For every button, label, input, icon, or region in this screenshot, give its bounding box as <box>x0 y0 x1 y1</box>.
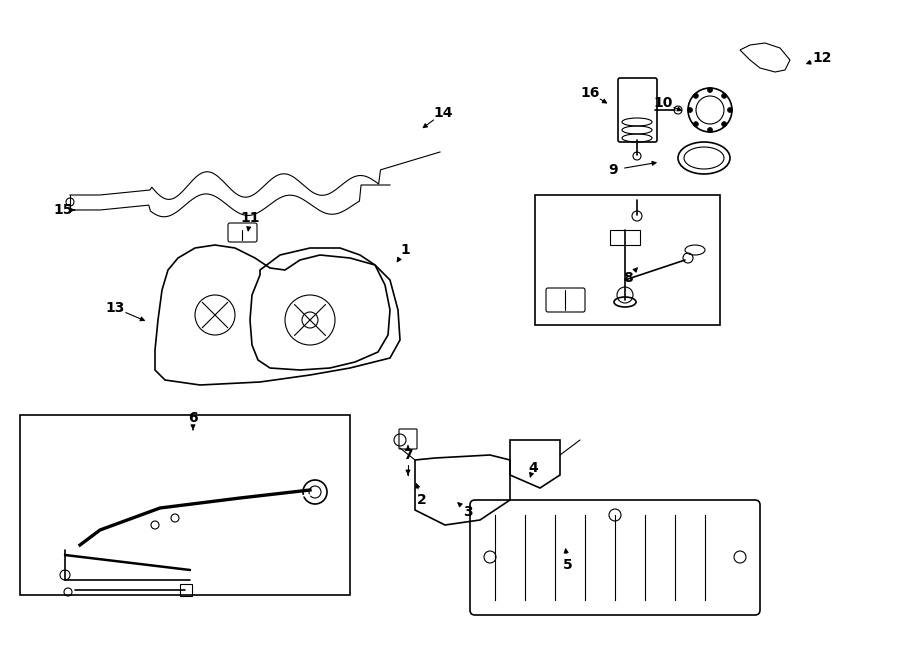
Circle shape <box>688 108 692 112</box>
Text: 1: 1 <box>400 243 410 257</box>
Circle shape <box>707 128 713 132</box>
Circle shape <box>722 122 726 127</box>
Circle shape <box>727 108 733 112</box>
Text: 12: 12 <box>812 51 832 65</box>
Circle shape <box>707 87 713 93</box>
Text: 6: 6 <box>188 411 198 425</box>
Text: 11: 11 <box>240 211 260 225</box>
Circle shape <box>693 93 698 98</box>
Text: 8: 8 <box>623 271 633 285</box>
Text: 4: 4 <box>528 461 538 475</box>
Circle shape <box>66 198 74 206</box>
Text: 14: 14 <box>433 106 453 120</box>
Circle shape <box>722 93 726 98</box>
Text: 16: 16 <box>580 86 599 100</box>
Text: 15: 15 <box>53 203 73 217</box>
Text: 9: 9 <box>608 163 617 177</box>
Text: 13: 13 <box>105 301 125 315</box>
Text: 5: 5 <box>563 558 573 572</box>
Text: 7: 7 <box>403 448 413 462</box>
Text: 2: 2 <box>417 493 427 507</box>
Circle shape <box>693 122 698 127</box>
Text: 3: 3 <box>464 505 472 519</box>
Text: 10: 10 <box>653 96 672 110</box>
